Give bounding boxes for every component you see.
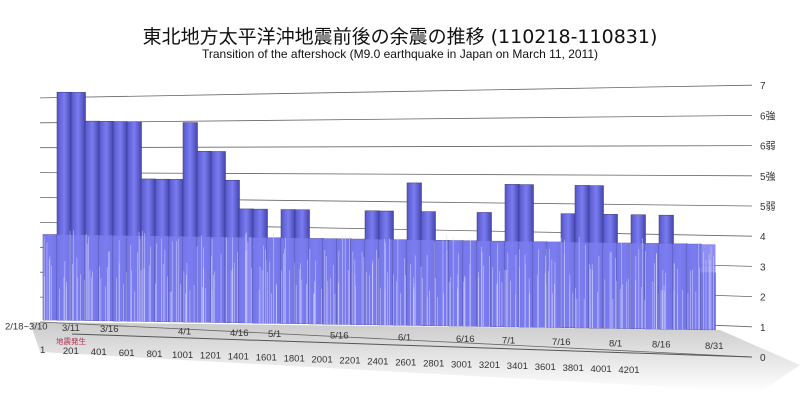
date-label: 3/11 [62, 323, 80, 334]
date-label: 8/1 [609, 338, 622, 349]
date-label: 7/1 [502, 335, 515, 346]
bar-base [477, 240, 492, 327]
x-tick-label: 3401 [507, 361, 528, 372]
bar-base [379, 239, 394, 325]
y-tick-label: 4 [760, 232, 766, 243]
y-tick-label: 7 [760, 81, 766, 92]
x-tick-label: 4201 [618, 365, 639, 376]
date-label: 6/16 [456, 334, 475, 345]
bar-base [337, 238, 352, 325]
x-tick-label: 1 [40, 345, 45, 356]
bar-base [645, 243, 660, 329]
x-tick-label: 1601 [256, 353, 277, 364]
bar-base [281, 238, 296, 324]
x-tick-label: 601 [119, 348, 135, 359]
date-axis-line [71, 333, 753, 358]
y-tick-label: 2 [760, 293, 766, 304]
bar-base [561, 242, 576, 328]
gridline [39, 84, 753, 99]
gridline [39, 145, 753, 149]
x-tick-label: 2001 [312, 355, 333, 366]
date-label: 4/16 [230, 328, 249, 339]
date-label: 5/16 [330, 331, 349, 342]
bar-base [351, 239, 366, 325]
y-tick-label: 5弱 [760, 201, 776, 213]
x-tick-label: 1201 [200, 351, 221, 362]
date-label: 8/31 [705, 341, 724, 352]
y-tick-label: 5強 [760, 170, 776, 183]
bar-base [43, 234, 58, 320]
bar-base [295, 238, 310, 324]
bar-base [575, 242, 590, 328]
x-tick-label: 1401 [228, 352, 249, 363]
gridline [39, 172, 753, 177]
date-label: 3/16 [100, 324, 119, 335]
bar-base [309, 238, 324, 324]
bar-base [589, 242, 604, 329]
bar-base [491, 241, 506, 327]
bar-base [617, 243, 632, 329]
x-tick-label: 2801 [423, 358, 444, 369]
x-tick-label: 401 [91, 347, 107, 358]
x-tick-label: 3801 [563, 363, 584, 374]
chart-title: 東北地方太平洋沖地震前後の余震の推移 (110218-110831) [142, 26, 658, 48]
annotation-label: 地震発生 [56, 336, 86, 346]
date-label: 2/18~3/10 [5, 321, 48, 332]
bar-base [141, 235, 156, 322]
bar-base [687, 244, 702, 330]
bar-base [113, 235, 128, 322]
bar-base [435, 240, 450, 326]
x-tick-label: 801 [147, 349, 163, 360]
bar-base [673, 243, 688, 330]
x-tick-label: 3201 [479, 360, 500, 371]
bar-base [71, 234, 86, 321]
x-tick-label: 3601 [535, 362, 556, 373]
x-tick-label: 3001 [451, 359, 472, 370]
date-label: 6/1 [398, 332, 411, 343]
date-label: 7/16 [552, 337, 571, 348]
x-tick-label: 2201 [339, 355, 360, 366]
date-label: 4/1 [178, 326, 191, 337]
bar-base [421, 240, 436, 326]
x-tick-label: 1001 [172, 350, 193, 361]
bar-base [155, 236, 170, 322]
y-tick-label: 6弱 [760, 141, 776, 153]
y-tick-label: 0 [760, 353, 766, 364]
date-label: 8/16 [652, 340, 671, 351]
y-tick-label: 1 [760, 323, 766, 334]
bar-base [267, 237, 282, 324]
bar-base [701, 244, 716, 330]
bar-base [449, 240, 464, 327]
bar-base [533, 241, 548, 328]
bar-base [407, 239, 422, 326]
gridline [39, 115, 753, 124]
x-tick-label: 201 [63, 346, 79, 357]
y-tick-label: 6強 [760, 109, 776, 122]
bar-base [197, 236, 212, 323]
bar-base [631, 243, 646, 329]
x-tick-label: 1801 [284, 354, 305, 365]
gridline [39, 321, 753, 358]
date-label: 5/1 [268, 329, 281, 340]
x-tick-label: 2601 [395, 357, 416, 368]
chart-subtitle: Transition of the aftershock (M9.0 earth… [202, 47, 598, 61]
bar-base [519, 241, 534, 328]
x-tick-label: 2401 [367, 356, 388, 367]
bar-base [127, 235, 142, 322]
x-tick-label: 4001 [591, 364, 612, 375]
bar-base [211, 237, 226, 323]
bar-base [505, 241, 520, 327]
y-tick-label: 3 [760, 262, 766, 273]
